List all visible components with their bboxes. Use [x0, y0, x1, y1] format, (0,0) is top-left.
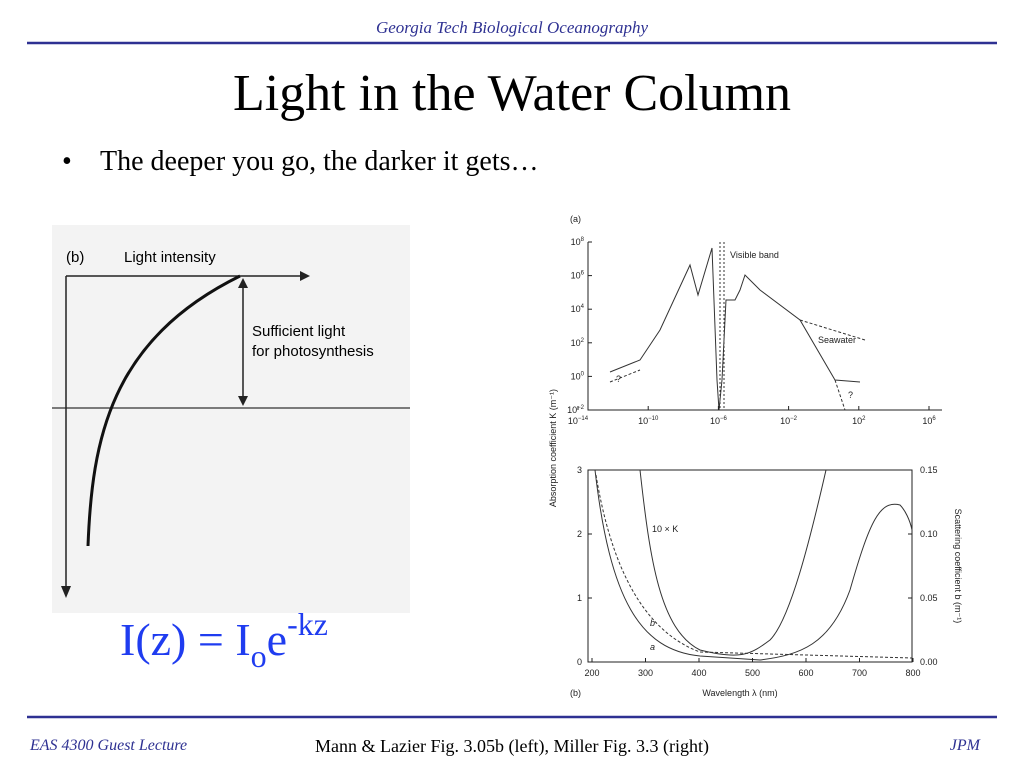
tick-label: 800 — [905, 668, 920, 678]
tick-base: 10 — [571, 304, 581, 314]
tick-label: 2 — [577, 529, 582, 539]
eq-e: e — [267, 614, 287, 665]
tick-base: 10 — [922, 416, 932, 426]
tick-label: 106 — [571, 271, 585, 281]
annotation: Sufficient light — [252, 323, 346, 340]
tick-exp: −2 — [790, 416, 798, 422]
tick-exp: −2 — [577, 405, 585, 411]
axis-label: Light intensity — [124, 249, 216, 266]
tick-label: 0.10 — [920, 529, 938, 539]
tick-label: 0.00 — [920, 657, 938, 667]
tick-exp: 2 — [581, 338, 585, 344]
k-curve — [594, 469, 913, 661]
arrow — [61, 586, 71, 598]
footer-center: Mann & Lazier Fig. 3.05b (left), Miller … — [315, 736, 709, 757]
tick-exp: 0 — [581, 371, 585, 377]
tick-label: 600 — [798, 668, 813, 678]
panel-label: (b) — [66, 249, 84, 266]
tick-label: 700 — [852, 668, 867, 678]
x-label: Wavelength λ (nm) — [702, 688, 777, 698]
tick-exp: 6 — [932, 416, 936, 422]
tick-exp: −14 — [578, 416, 589, 422]
tick-label: 102 — [571, 338, 585, 348]
absorption-dashed — [609, 319, 866, 411]
tick-exp: −6 — [720, 416, 728, 422]
annotation: Visible band — [730, 250, 779, 260]
left-figure: (b) Light intensity Sufficient light for… — [52, 225, 410, 613]
bullet-text: The deeper you go, the darker it gets… — [100, 146, 539, 177]
annotation: 10 × K — [652, 524, 678, 534]
tick-label: 106 — [922, 416, 936, 426]
annotation: for photosynthesis — [252, 343, 374, 360]
tick-label: 100 — [571, 371, 585, 381]
equation: I(z) = Ioe-kz — [120, 606, 328, 674]
tick-exp: 4 — [581, 304, 585, 310]
tick-label: 0 — [577, 657, 582, 667]
tick-label: 10−14 — [568, 416, 589, 426]
tick-exp: −10 — [648, 416, 659, 422]
tick-label: 10−2 — [567, 405, 585, 415]
light-curve — [86, 274, 241, 547]
tick-label: 0.05 — [920, 593, 938, 603]
tick-label: 500 — [745, 668, 760, 678]
eq-sub: o — [251, 638, 267, 674]
tick-label: 102 — [852, 416, 866, 426]
eq-base: I(z) = I — [120, 614, 251, 665]
tick-label: 0.15 — [920, 465, 938, 475]
k10-curve — [639, 469, 827, 656]
tick-label: 300 — [638, 668, 653, 678]
tick-label: 200 — [584, 668, 599, 678]
tick-base: 10 — [571, 271, 581, 281]
tick-label: 10−2 — [780, 416, 798, 426]
tick-label: 400 — [691, 668, 706, 678]
tick-exp: 6 — [581, 271, 585, 277]
header-title: Georgia Tech Biological Oceanography — [376, 18, 649, 37]
tick-base: 10 — [571, 371, 581, 381]
tick-base: 10 — [710, 416, 720, 426]
tick-label: 10−10 — [638, 416, 659, 426]
slide-title: Light in the Water Column — [233, 65, 791, 122]
panel-label: (b) — [570, 688, 581, 698]
annotation: Seawater — [818, 335, 856, 345]
tick-base: 10 — [638, 416, 648, 426]
tick-label: 1 — [577, 593, 582, 603]
footer-left: EAS 4300 Guest Lecture — [29, 737, 187, 754]
tick-base: 10 — [780, 416, 790, 426]
footer-right: JPM — [950, 737, 982, 754]
annotation: b — [650, 618, 655, 628]
tick-exp: 2 — [862, 416, 866, 422]
tick-base: 10 — [852, 416, 862, 426]
annotation: ? — [616, 374, 621, 384]
figure-bg — [542, 208, 972, 703]
y2-label: Scattering coefficient b (m⁻¹) — [953, 509, 963, 624]
tick-label: 104 — [571, 304, 585, 314]
arrow — [300, 271, 310, 281]
figure-bg — [52, 225, 410, 613]
annotation: ? — [848, 390, 853, 400]
tick-label: 108 — [571, 237, 585, 247]
tick-base: 10 — [571, 338, 581, 348]
y-label: Absorption coefficient K (m⁻¹) — [548, 389, 558, 507]
bullet-dot: • — [62, 146, 72, 177]
tick-label: 10−6 — [710, 416, 728, 426]
annotation: a — [650, 642, 655, 652]
panel-label: (a) — [570, 214, 581, 224]
tick-label: 3 — [577, 465, 582, 475]
panel-b-frame — [587, 469, 913, 663]
tick-base: 10 — [571, 237, 581, 247]
tick-exp: 8 — [581, 237, 585, 243]
tick-base: 10 — [567, 405, 577, 415]
b-curve — [595, 474, 913, 659]
tick-base: 10 — [568, 416, 578, 426]
eq-sup: -kz — [287, 606, 328, 642]
right-figure: (a) Visible band Seawater ? ? Absorption… — [542, 208, 972, 703]
